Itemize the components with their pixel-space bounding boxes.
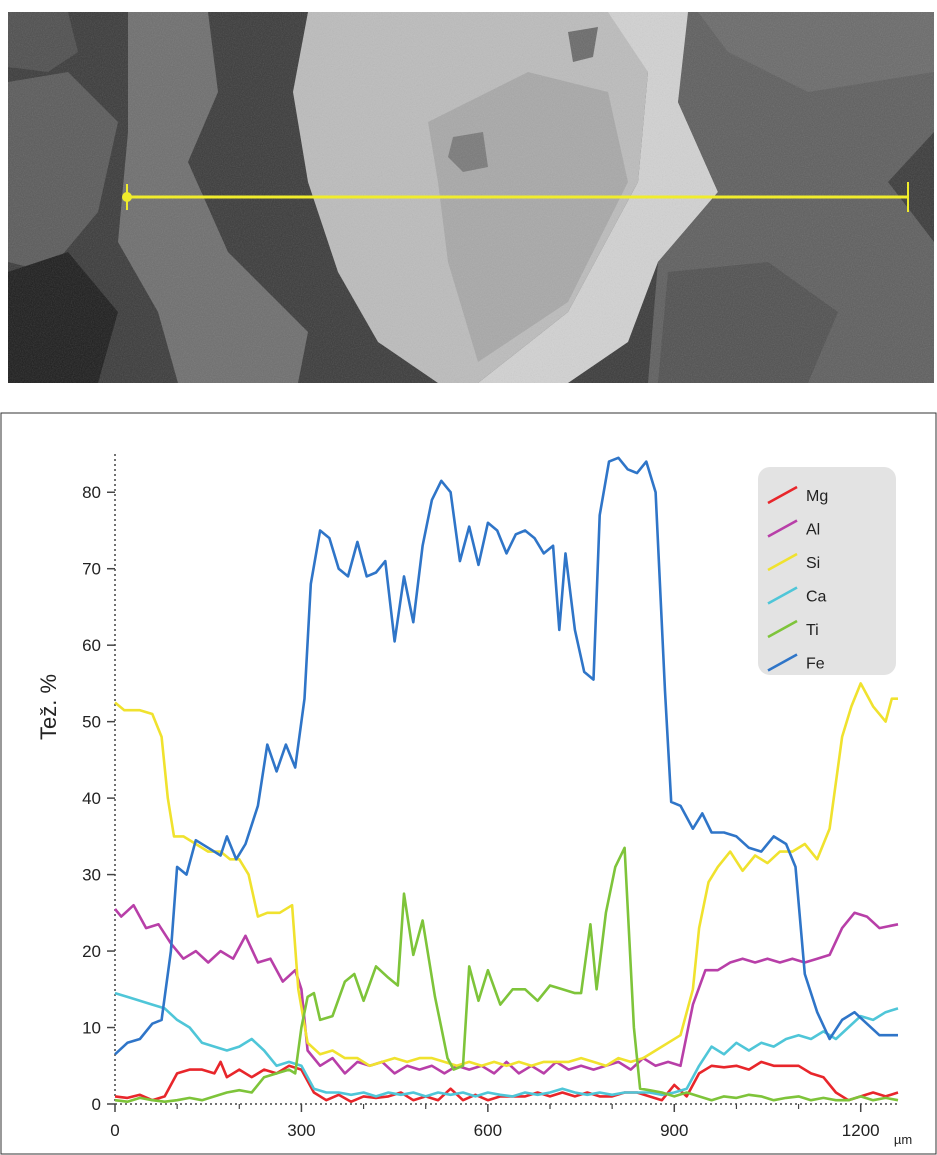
- legend-swatch-si: [767, 552, 798, 572]
- line-profile-chart: 0 10 20 30 40 50 60 70 80 0 300 600 900 1200 Tež. % µ…: [0, 412, 937, 1155]
- line-scan-path: [122, 182, 909, 212]
- y-tick-label: 30: [82, 866, 101, 885]
- legend-label-ca: Ca: [806, 589, 827, 606]
- series-line-ca: [114, 991, 899, 1098]
- legend-swatch-fe: [767, 653, 798, 672]
- x-tick-label: 1200: [842, 1121, 880, 1140]
- series-line-fe: [114, 456, 898, 1056]
- x-axis-unit: µm: [894, 1132, 912, 1147]
- y-tick-label: 80: [82, 483, 101, 502]
- axes: 0 10 20 30 40 50 60 70 80 0 300 600 900 1200: [82, 454, 898, 1140]
- legend-swatch-al: [767, 519, 798, 538]
- x-tick-label: 600: [474, 1121, 502, 1140]
- x-tick-label: 900: [660, 1121, 688, 1140]
- legend-swatch-ti: [767, 619, 798, 639]
- series-line-al: [113, 903, 899, 1075]
- series-lines: [113, 456, 899, 1103]
- legend-label-si: Si: [806, 555, 820, 572]
- x-tick-label: 0: [110, 1121, 119, 1140]
- y-axis-title: Tež. %: [36, 674, 61, 740]
- sem-micrograph: [8, 12, 934, 383]
- y-tick-label: 70: [82, 560, 101, 579]
- legend: Mg Al Si Ca Ti Fe: [758, 467, 896, 675]
- y-tick-label: 10: [82, 1019, 101, 1038]
- chart-canvas: 0 10 20 30 40 50 60 70 80 0 300 600 900 1200 Tež. % µ…: [0, 412, 937, 1155]
- y-tick-label: 60: [82, 636, 101, 655]
- y-tick-label: 40: [82, 789, 101, 808]
- legend-label-fe: Fe: [806, 656, 825, 673]
- series-line-mg: [114, 1060, 899, 1103]
- x-tick-label: 300: [287, 1121, 315, 1140]
- series-line-si: [114, 682, 898, 1068]
- legend-label-mg: Mg: [806, 488, 828, 505]
- legend-label-ti: Ti: [806, 622, 819, 639]
- legend-swatch-mg: [767, 485, 798, 505]
- y-tick-label: 20: [82, 942, 101, 961]
- y-tick-label: 0: [92, 1095, 101, 1114]
- y-tick-label: 50: [82, 713, 101, 732]
- legend-swatch-ca: [767, 586, 798, 605]
- series-line-ti: [114, 846, 899, 1103]
- legend-label-al: Al: [806, 522, 820, 539]
